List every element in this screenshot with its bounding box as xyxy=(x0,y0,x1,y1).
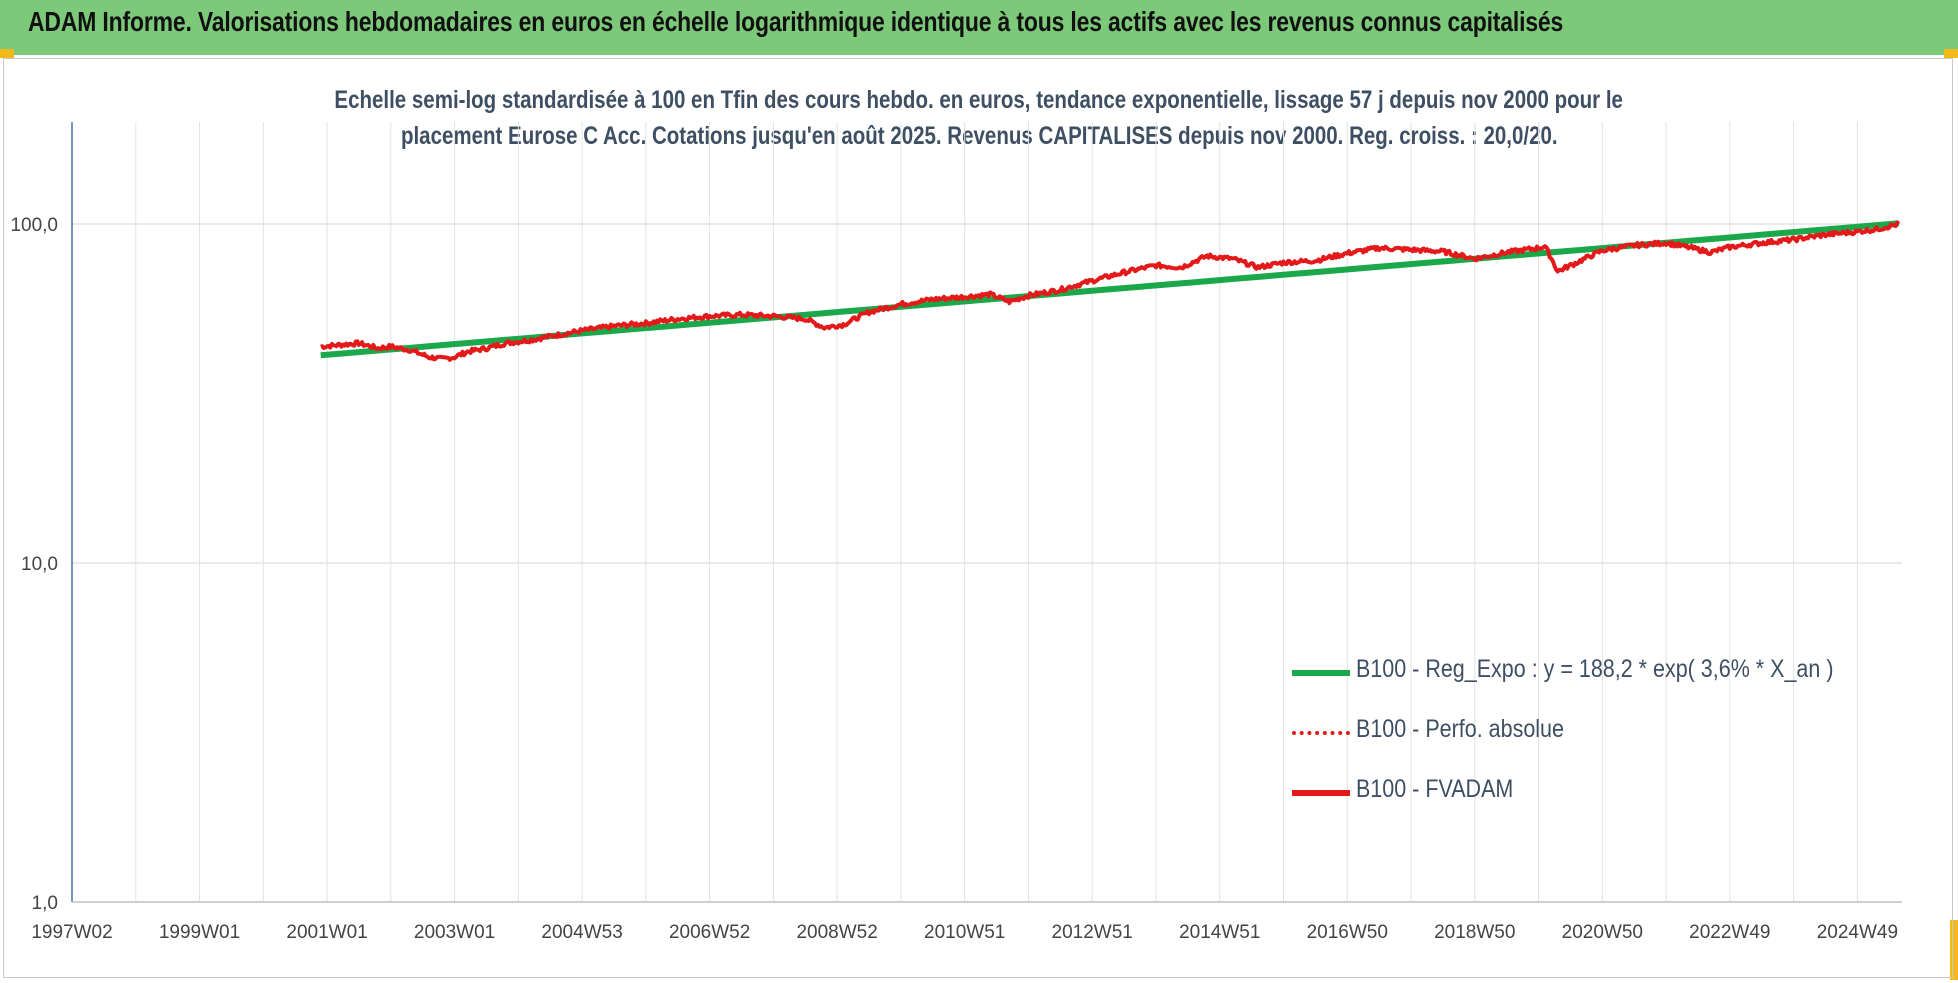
x-tick-label: 2022W49 xyxy=(1689,922,1770,943)
chart-title-line-1: Echelle semi-log standardisée à 100 en T… xyxy=(334,86,1624,114)
x-tick-label: 2001W01 xyxy=(286,922,367,943)
corner-marker-right xyxy=(1944,49,1958,58)
page-title: ADAM Informe. Valorisations hebdomadaire… xyxy=(28,6,1564,37)
chart-title-line-2: placement Eurose C Acc. Cotations jusqu'… xyxy=(400,122,1558,150)
x-tick-label: 2008W52 xyxy=(796,922,877,943)
x-tick-label: 2016W50 xyxy=(1307,922,1388,943)
y-tick-label: 10,0 xyxy=(21,554,58,575)
x-tick-label: 2010W51 xyxy=(924,922,1005,943)
axes xyxy=(71,122,1902,903)
x-tick-label: 2003W01 xyxy=(414,922,495,943)
chart-frame xyxy=(3,58,1953,978)
tick-labels: 1,0 10,0 100,0 1997W02 1999W01 2001W01 2003W01… xyxy=(10,215,1898,943)
legend-swatch-regression xyxy=(1292,670,1350,676)
corner-marker-left xyxy=(0,49,14,58)
legend-swatch-fvadam xyxy=(1292,790,1350,796)
x-tick-label: 2006W52 xyxy=(669,922,750,943)
y-tick-label: 100,0 xyxy=(10,215,58,236)
x-tick-label: 2014W51 xyxy=(1179,922,1260,943)
legend-swatch-perfo xyxy=(1292,731,1350,735)
series-line-fvadam xyxy=(320,220,1901,362)
x-tick-label: 1999W01 xyxy=(159,922,240,943)
x-tick-label: 1997W02 xyxy=(31,922,112,943)
x-tick-label: 2018W50 xyxy=(1434,922,1515,943)
x-tick-label: 2004W53 xyxy=(541,922,622,943)
legend-label-regression: B100 - Reg_Expo : y = 188,2 * exp( 3,6% … xyxy=(1356,655,1834,683)
legend-label-perfo: B100 - Perfo. absolue xyxy=(1356,715,1564,743)
x-tick-label: 2020W50 xyxy=(1562,922,1643,943)
series xyxy=(320,220,1901,362)
header-banner: ADAM Informe. Valorisations hebdomadaire… xyxy=(0,0,1958,55)
x-tick-label: 2024W49 xyxy=(1817,922,1898,943)
legend-label-fvadam: B100 - FVADAM xyxy=(1356,775,1514,803)
corner-marker-bottom-right xyxy=(1950,920,1958,980)
y-tick-label: 1,0 xyxy=(32,893,58,914)
x-tick-label: 2012W51 xyxy=(1052,922,1133,943)
grid xyxy=(71,122,1902,902)
